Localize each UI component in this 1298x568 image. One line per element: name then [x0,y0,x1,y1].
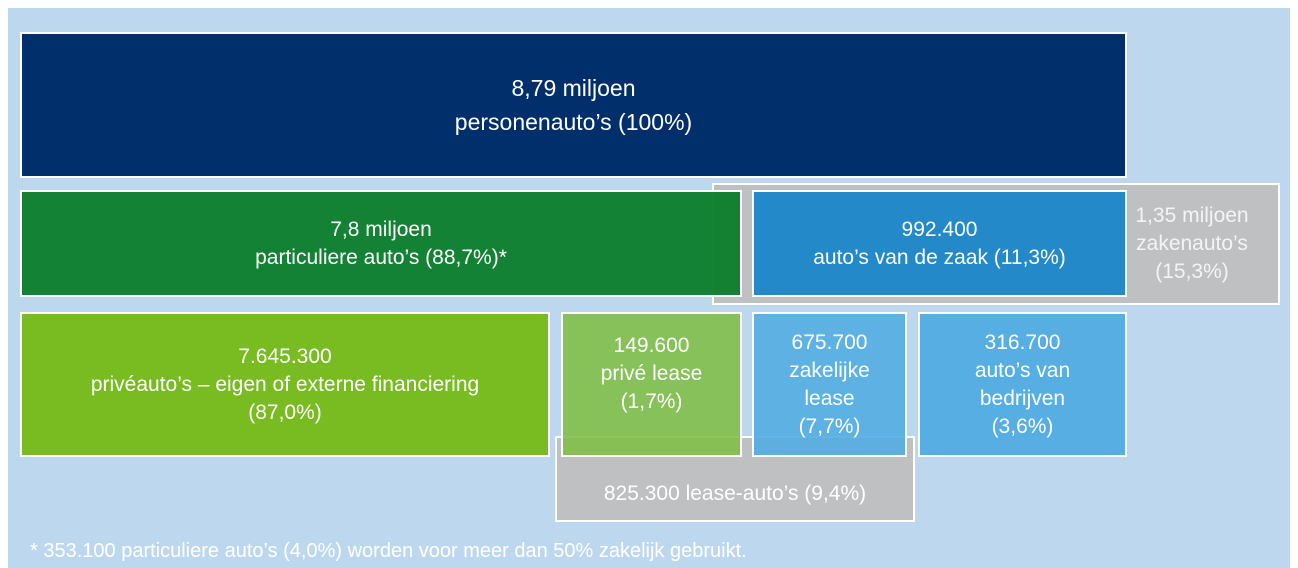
box-line: auto’s van de zaak (11,3%) [813,245,1066,269]
total-box: 8,79 miljoen personenauto’s (100%) [20,32,1127,178]
box-line: lease [804,386,855,410]
company-box: 992.400 auto’s van de zaak (11,3%) [752,190,1127,297]
box-line: 7,8 miljoen [330,217,432,241]
box-line: 825.300 lease-auto’s (9,4%) [603,482,867,505]
box-line: 8,79 miljoen [511,75,636,101]
box-line: (7,7%) [798,414,861,438]
box-line: 992.400 [901,217,978,241]
box-line: 675.700 [791,330,868,354]
box-line: privéauto’s – eigen of externe financier… [90,372,480,396]
box-line: 149.600 [613,334,690,357]
box-line: bedrijven [979,386,1066,410]
box-line: privé lease [600,362,703,385]
box-line: auto’s van [974,358,1071,382]
company-owned-box: 316.700 auto’s van bedrijven (3,6%) [918,312,1127,457]
own-cars-box: 7.645.300 privéauto’s – eigen of externe… [20,312,550,457]
business-lease-box: 675.700 zakelijke lease (7,7%) [752,312,907,457]
box-line: (87,0%) [248,400,322,424]
box-line: (15,3%) [1155,260,1229,283]
private-lease-box: 149.600 privé lease (1,7%) [561,312,742,457]
box-line: particuliere auto’s (88,7%)* [255,245,507,269]
box-line: (1,7%) [620,390,683,413]
box-line: 7.645.300 [238,344,332,368]
footnote: * 353.100 particuliere auto’s (4,0%) wor… [30,540,747,562]
box-line: (3,6%) [991,414,1054,438]
box-line: zakenauto’s [1136,232,1248,255]
box-line: personenauto’s (100%) [454,109,693,135]
box-line: 1,35 miljoen [1135,204,1249,227]
box-line: 316.700 [984,330,1061,354]
private-box: 7,8 miljoen particuliere auto’s (88,7%)* [20,190,742,297]
box-line: zakelijke [789,358,870,382]
